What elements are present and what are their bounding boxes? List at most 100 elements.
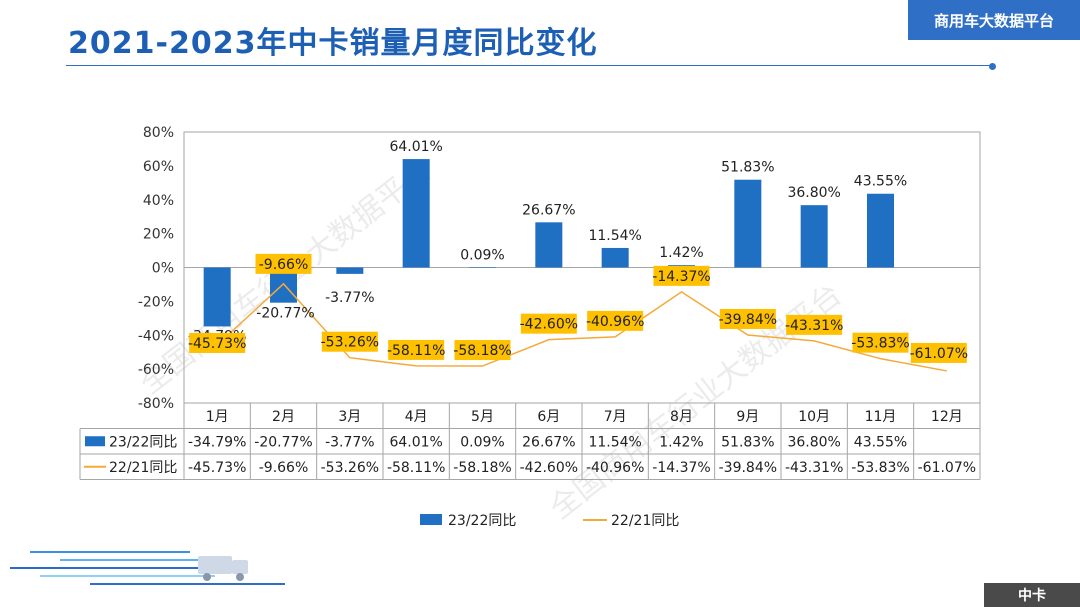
y-tick-label: 60%: [143, 159, 174, 175]
svg-text:-58.11%: -58.11%: [387, 343, 445, 359]
x-tick-label: 1月: [206, 409, 229, 425]
line-data-label: -14.37%: [652, 265, 711, 286]
svg-text:-53.26%: -53.26%: [321, 335, 379, 351]
bar: [734, 179, 762, 268]
x-tick-label: 5月: [471, 409, 494, 425]
svg-text:-58.18%: -58.18%: [453, 343, 511, 359]
line-data-label: -40.96%: [586, 310, 644, 331]
table-cell: -40.96%: [586, 460, 644, 476]
table-cell: -53.26%: [321, 460, 379, 476]
svg-text:-40.96%: -40.96%: [586, 314, 644, 330]
table-cell: -34.79%: [188, 434, 246, 450]
line-data-label: -42.60%: [520, 313, 578, 334]
x-tick-label: 11月: [865, 409, 897, 425]
table-cell: -39.84%: [719, 460, 777, 476]
bar-data-label: 51.83%: [721, 160, 774, 176]
table-series-name: 23/22同比: [109, 434, 177, 450]
legend-bar-label: 23/22同比: [448, 513, 516, 529]
x-tick-label: 6月: [537, 409, 560, 425]
bar: [469, 267, 496, 268]
line-data-label: -53.83%: [851, 332, 910, 353]
y-tick-label: -60%: [138, 362, 174, 378]
y-tick-label: 20%: [143, 227, 174, 243]
table-cell: -14.37%: [652, 460, 710, 476]
table-series-name: 22/21同比: [109, 460, 177, 476]
line-data-label: -45.73%: [188, 332, 246, 353]
table-cell: 0.09%: [460, 434, 504, 450]
x-tick-label: 3月: [338, 409, 361, 425]
table-cell: 51.83%: [721, 434, 774, 450]
legend: 23/22同比 22/21同比: [420, 513, 679, 529]
svg-text:-61.07%: -61.07%: [910, 346, 968, 362]
svg-text:-14.37%: -14.37%: [652, 269, 710, 285]
svg-text:-53.83%: -53.83%: [851, 336, 909, 352]
table-cell: 1.42%: [659, 434, 703, 450]
legend-bar-swatch: [420, 514, 442, 525]
bar: [867, 193, 894, 268]
table-cell: 43.55%: [854, 434, 907, 450]
x-tick-label: 8月: [670, 409, 693, 425]
bar-data-label: 26.67%: [522, 202, 575, 218]
x-tick-label: 12月: [931, 409, 963, 425]
svg-text:-43.31%: -43.31%: [785, 318, 843, 334]
page-title: 2021-2023年中卡销量月度同比变化: [68, 26, 598, 61]
y-tick-label: 80%: [143, 125, 174, 141]
table-cell: -3.77%: [325, 434, 375, 450]
table-bar-swatch: [85, 436, 105, 447]
line-data-label: -9.66%: [255, 253, 312, 274]
table-cell: -58.18%: [453, 460, 511, 476]
bar-data-label: 0.09%: [460, 247, 504, 263]
bar: [402, 159, 430, 268]
bar-data-label: 64.01%: [389, 139, 442, 155]
y-tick-label: 0%: [152, 261, 174, 277]
table-cell: 26.67%: [522, 434, 575, 450]
x-tick-label: 10月: [798, 409, 830, 425]
x-tick-label: 2月: [272, 409, 295, 425]
line-data-label: -53.26%: [321, 331, 379, 352]
y-tick-label: 40%: [143, 193, 174, 209]
bar: [800, 205, 828, 268]
truck-decoration: [10, 551, 285, 585]
footer-badge: 中卡: [984, 583, 1080, 607]
bar-data-label: 11.54%: [588, 228, 641, 244]
bar-data-label: -3.77%: [325, 290, 375, 306]
bar: [336, 267, 364, 274]
bar-data-label: 1.42%: [659, 245, 703, 261]
table-cell: -58.11%: [387, 460, 445, 476]
plot-area: 80%60%40%20%0%-20%-40%-60%-80%-34.79%-20…: [138, 125, 981, 412]
line-data-label: -39.84%: [719, 308, 777, 329]
svg-text:-39.84%: -39.84%: [719, 312, 777, 328]
x-tick-label: 9月: [736, 409, 759, 425]
svg-text:-45.73%: -45.73%: [188, 336, 246, 352]
y-tick-label: -40%: [138, 328, 174, 344]
legend-line-label: 22/21同比: [611, 513, 679, 529]
table-cell: 36.80%: [787, 434, 840, 450]
line-data-label: -61.07%: [910, 342, 968, 363]
table-cell: -43.31%: [785, 460, 843, 476]
x-tick-label: 7月: [604, 409, 627, 425]
brand-badge: 商用车大数据平台: [908, 0, 1080, 40]
bar-data-label: 43.55%: [854, 174, 907, 190]
bar: [535, 222, 563, 268]
table-cell: 64.01%: [389, 434, 442, 450]
line-data-label: -43.31%: [785, 314, 843, 335]
data-table: 1月 2月 3月 4月 5月 6月 7月 8月 9月 10月 11月 12月 23/22同比 -34.79…: [79, 402, 981, 480]
table-cell: -45.73%: [188, 460, 246, 476]
y-tick-label: -80%: [138, 396, 174, 412]
line-data-label: -58.18%: [453, 340, 512, 361]
line-data-label: -58.11%: [387, 339, 445, 360]
bar: [601, 247, 629, 268]
table-cell: -53.83%: [851, 460, 909, 476]
bar: [203, 267, 231, 327]
title-underline-dot: [989, 63, 996, 70]
bar-data-label: 36.80%: [787, 185, 840, 201]
y-tick-label: -20%: [138, 294, 174, 310]
svg-text:-42.60%: -42.60%: [520, 317, 578, 333]
table-cell: -42.60%: [520, 460, 578, 476]
title-underline: [66, 65, 994, 66]
table-cell: -9.66%: [259, 460, 309, 476]
table-cell: -20.77%: [254, 434, 312, 450]
x-tick-label: 4月: [405, 409, 428, 425]
bar-data-label: -20.77%: [256, 306, 314, 322]
